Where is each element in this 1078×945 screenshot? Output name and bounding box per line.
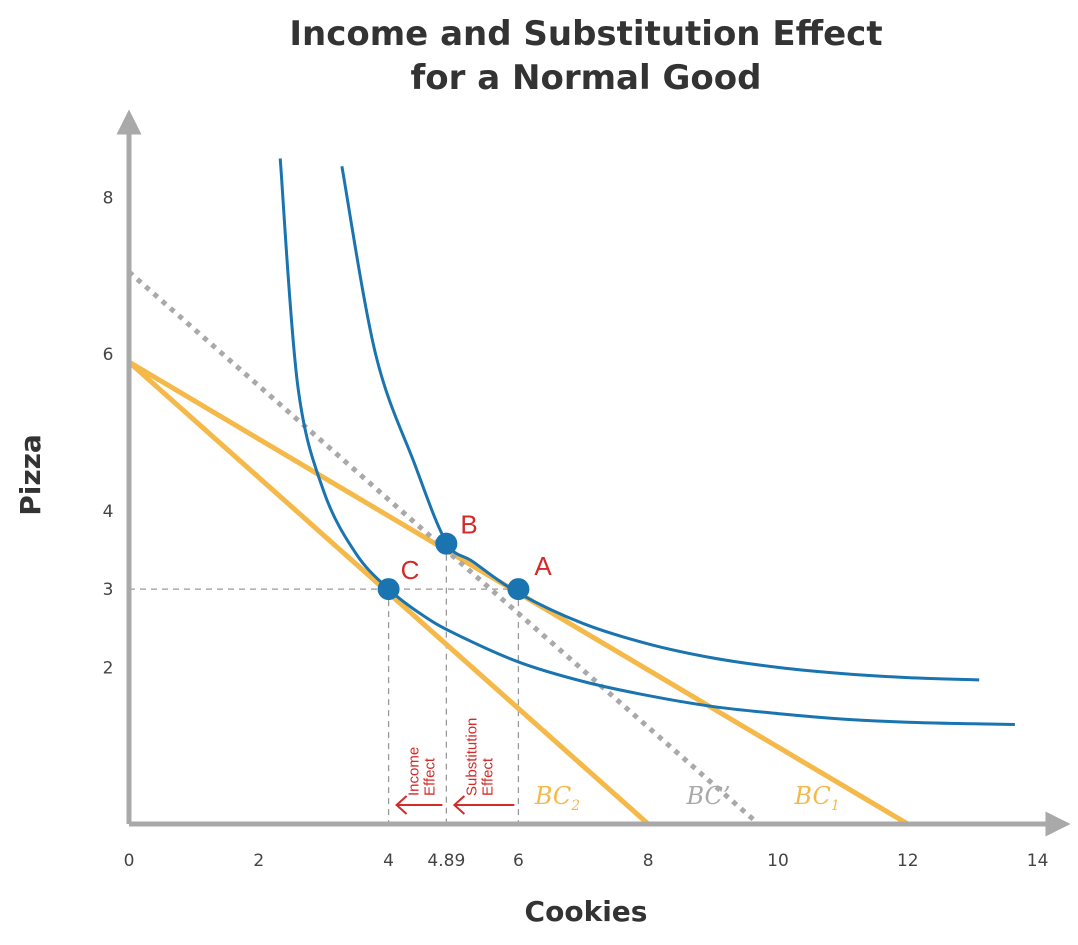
equilibrium-point bbox=[377, 578, 400, 601]
y-tick-label: 6 bbox=[103, 345, 114, 365]
x-tick-label: 10 bbox=[767, 851, 789, 871]
y-axis-label: Pizza bbox=[14, 434, 47, 516]
tick-labels: 0 2 4 4.89 6 8 10 12 14 2 3 4 6 8 bbox=[103, 189, 1049, 871]
budget-line-label: BC2 bbox=[534, 782, 580, 814]
x-tick-label: 2 bbox=[253, 851, 264, 871]
effect-label: SubstitutionEffect bbox=[463, 718, 496, 796]
y-tick-label: 2 bbox=[103, 658, 114, 678]
point-label: A bbox=[534, 551, 552, 581]
y-tick-label: 3 bbox=[103, 580, 114, 600]
y-tick-label: 8 bbox=[103, 189, 114, 209]
x-tick-label: 4 bbox=[383, 851, 394, 871]
x-tick-label: 6 bbox=[513, 851, 524, 871]
x-axis-label: Cookies bbox=[525, 895, 648, 928]
point-label: B bbox=[460, 510, 477, 540]
point-label: C bbox=[401, 555, 420, 585]
x-tick-label: 14 bbox=[1027, 851, 1049, 871]
equilibrium-point bbox=[507, 578, 530, 601]
indifference-curve bbox=[340, 166, 980, 682]
effect-arrowhead bbox=[452, 795, 466, 815]
x-tick-label: 8 bbox=[643, 851, 654, 871]
x-tick-label: 12 bbox=[897, 851, 919, 871]
axes bbox=[116, 109, 1071, 837]
equilibrium-points: A B C bbox=[377, 510, 552, 601]
effect-arrowhead bbox=[395, 795, 408, 815]
x-tick-label: 0 bbox=[124, 851, 135, 871]
chart-title-line-2: for a Normal Good bbox=[410, 58, 762, 98]
budget-line-label: BC’ bbox=[685, 782, 730, 810]
x-tick-label: 4.89 bbox=[427, 851, 465, 871]
budget-lines: BC1 BC2 BC’ bbox=[127, 270, 910, 827]
y-tick-label: 4 bbox=[103, 502, 114, 522]
reference-lines bbox=[129, 543, 520, 824]
effect-annotations: IncomeEffect SubstitutionEffect bbox=[395, 718, 515, 815]
indifference-curve bbox=[278, 158, 1015, 727]
chart-title: Income and Substitution Effect for a Nor… bbox=[0, 12, 1078, 100]
equilibrium-point bbox=[435, 532, 458, 555]
budget-line-label: BC1 bbox=[793, 782, 839, 814]
effect-label: IncomeEffect bbox=[406, 747, 439, 796]
indifference-curves bbox=[278, 158, 1015, 727]
chart-title-line-1: Income and Substitution Effect bbox=[289, 14, 883, 54]
